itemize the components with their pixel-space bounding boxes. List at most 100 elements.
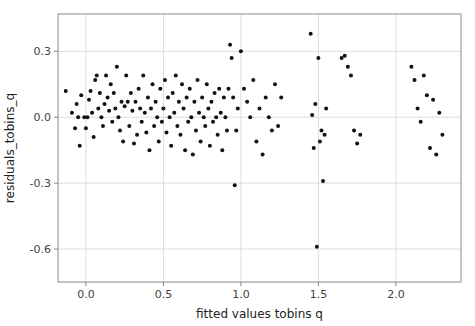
scatter-point [312, 146, 316, 150]
scatter-point [209, 100, 213, 104]
scatter-point [318, 139, 322, 143]
x-tick-label: 1.0 [232, 288, 250, 301]
x-grid-line [240, 14, 241, 282]
plot-frame [58, 14, 461, 282]
scatter-point [196, 78, 200, 82]
tick-labels: 0.00.51.01.52.0-0.6-0.30.00.3 [30, 45, 405, 301]
scatter-point [239, 49, 243, 53]
y-tick-label: -0.6 [30, 243, 51, 256]
scatter-point [315, 245, 319, 249]
scatter-point [234, 128, 238, 132]
scatter-point [144, 131, 148, 135]
scatter-point [220, 148, 224, 152]
x-tick-label: 0.5 [155, 288, 173, 301]
scatter-point [155, 115, 159, 119]
scatter-point [115, 65, 119, 69]
scatter-point [261, 153, 265, 157]
scatter-point [276, 124, 280, 128]
scatter-point [202, 115, 206, 119]
scatter-point [186, 120, 190, 124]
x-tick-label: 2.0 [387, 288, 405, 301]
scatter-point [110, 120, 114, 124]
scatter-point [324, 106, 328, 110]
scatter-point [233, 183, 237, 187]
scatter-point [118, 128, 122, 132]
scatter-point [160, 120, 164, 124]
y-tick-label: 0.3 [34, 45, 52, 58]
plot-background [58, 14, 461, 282]
scatter-point [431, 98, 435, 102]
scatter-point [76, 115, 80, 119]
scatter-point [197, 111, 201, 115]
scatter-point [358, 133, 362, 137]
chart-container: 0.00.51.01.52.0-0.6-0.30.00.3fitted valu… [0, 0, 475, 326]
scatter-point [434, 153, 438, 157]
y-grid-line [58, 249, 461, 250]
scatter-point [141, 74, 145, 78]
scatter-point [416, 106, 420, 110]
scatter-point [191, 153, 195, 157]
scatter-point [248, 115, 252, 119]
scatter-point [73, 126, 77, 130]
scatter-point [309, 32, 313, 36]
scatter-point [169, 144, 173, 148]
scatter-point [140, 120, 144, 124]
scatter-point [89, 89, 93, 93]
scatter-point [112, 91, 116, 95]
scatter-point [121, 139, 125, 143]
x-tick [395, 282, 396, 286]
scatter-point [90, 111, 94, 115]
scatter-point [154, 100, 158, 104]
scatter-point [177, 100, 181, 104]
scatter-point [161, 106, 165, 110]
chart-svg: 0.00.51.01.52.0-0.6-0.30.00.3fitted valu… [0, 0, 475, 326]
scatter-point [188, 87, 192, 91]
scatter-point [409, 65, 413, 69]
scatter-point [437, 111, 441, 115]
scatter-point [109, 82, 113, 86]
scatter-point [132, 142, 136, 146]
scatter-point [254, 139, 258, 143]
scatter-point [64, 89, 68, 93]
scatter-point [183, 148, 187, 152]
x-tick-label: 1.5 [310, 288, 328, 301]
x-grid-line [318, 14, 319, 282]
scatter-point [273, 82, 277, 86]
scatter-point [168, 115, 172, 119]
y-grid-line [58, 51, 461, 52]
scatter-point [152, 124, 156, 128]
y-tick [54, 249, 58, 250]
y-tick [54, 51, 58, 52]
scatter-point [84, 126, 88, 130]
scatter-point [203, 124, 207, 128]
scatter-point [180, 82, 184, 86]
scatter-point [213, 91, 217, 95]
scatter-point [267, 115, 271, 119]
scatter-point [182, 106, 186, 110]
scatter-point [228, 43, 232, 47]
scatter-point [214, 115, 218, 119]
scatter-point [75, 102, 79, 106]
scatter-point [123, 104, 127, 108]
scatter-point [200, 95, 204, 99]
scatter-point [194, 128, 198, 132]
scatter-point [134, 100, 138, 104]
scatter-point [355, 142, 359, 146]
scatter-point [174, 74, 178, 78]
x-grid-line [85, 14, 86, 282]
scatter-point [245, 100, 249, 104]
scatter-point [116, 115, 120, 119]
scatter-point [95, 74, 99, 78]
scatter-point [343, 54, 347, 58]
y-tick-label: -0.3 [30, 177, 51, 190]
scatter-point [208, 144, 212, 148]
scatter-point [222, 95, 226, 99]
scatter-point [171, 91, 175, 95]
x-tick [163, 282, 164, 286]
scatter-point [279, 95, 283, 99]
scatter-point [219, 111, 223, 115]
scatter-point [70, 111, 74, 115]
points [64, 32, 445, 249]
scatter-point [316, 56, 320, 60]
y-tick [54, 183, 58, 184]
